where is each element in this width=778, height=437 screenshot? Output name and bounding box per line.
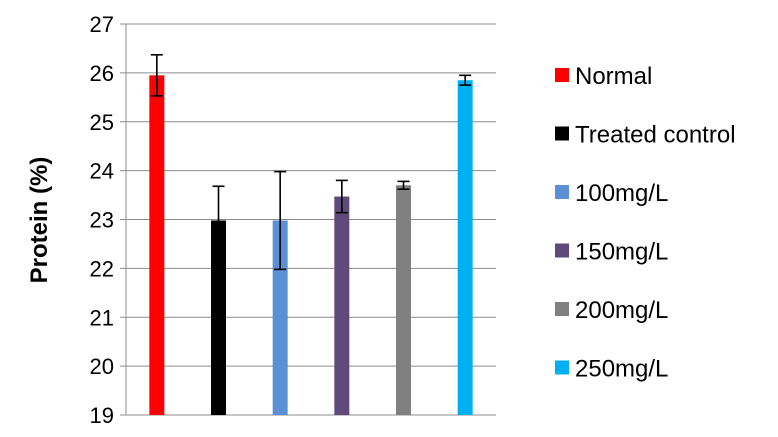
y-tick-label: 23	[90, 208, 114, 233]
legend-swatch	[555, 243, 569, 258]
legend-label: 250mg/L	[575, 356, 668, 383]
legend-swatch	[555, 126, 569, 141]
legend: Normal Treated control 100mg/L 150mg/L 200mg…	[555, 63, 736, 383]
legend-label: Normal	[575, 63, 652, 90]
bar-150mg-l	[334, 196, 350, 415]
gridlines	[126, 23, 496, 367]
legend-label: 200mg/L	[575, 297, 668, 324]
y-tick-label: 26	[90, 61, 114, 86]
y-tick-label: 25	[90, 110, 114, 135]
axes	[120, 23, 496, 416]
y-tick-label: 21	[90, 305, 114, 330]
legend-swatch	[555, 68, 569, 82]
error-bars	[150, 53, 472, 271]
bar-250mg-l	[457, 80, 473, 416]
legend-swatch	[555, 360, 569, 375]
bar-treated-control	[211, 220, 226, 415]
y-tick-label: 20	[90, 354, 114, 379]
legend-swatch	[555, 185, 569, 199]
legend-swatch	[555, 302, 569, 316]
bar-200mg-l	[396, 185, 411, 415]
y-tick-label: 22	[90, 256, 114, 281]
legend-label: 150mg/L	[575, 239, 668, 266]
y-tick-label: 19	[90, 403, 114, 428]
y-axis-label: Protein (%)	[26, 157, 53, 284]
y-tick-labels: 19 20 21 22 23 24 25 26 27	[90, 12, 114, 428]
bars	[149, 75, 473, 416]
bar-normal	[149, 75, 165, 415]
y-tick-label: 27	[90, 12, 114, 37]
y-tick-label: 24	[90, 159, 114, 184]
legend-label: Treated control	[575, 122, 736, 149]
legend-label: 100mg/L	[575, 180, 668, 207]
